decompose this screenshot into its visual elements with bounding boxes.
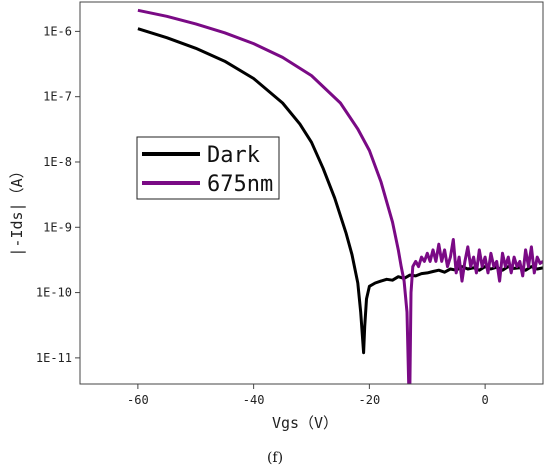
y-tick-label: 1E-7 xyxy=(43,90,72,104)
y-axis: 1E-6 1E-7 1E-8 1E-9 1E-10 1E-11 xyxy=(36,24,80,365)
y-axis-title: |-Ids|（A） xyxy=(8,163,26,256)
legend: Dark 675nm xyxy=(136,136,280,200)
x-axis-title: Vgs（V） xyxy=(272,414,338,432)
y-tick-label: 1E-8 xyxy=(43,155,72,169)
x-tick-label: 0 xyxy=(482,393,489,407)
legend-box xyxy=(136,136,280,200)
x-tick-label: -40 xyxy=(243,393,265,407)
y-tick-label: 1E-9 xyxy=(43,220,72,234)
plot-frame xyxy=(79,1,544,385)
plot-lines xyxy=(137,8,543,384)
y-tick-label: 1E-6 xyxy=(43,24,72,38)
figure-caption: (f) xyxy=(267,450,283,466)
y-tick-label: 1E-11 xyxy=(36,351,72,365)
x-tick-label: -60 xyxy=(127,393,149,407)
x-axis: -60 -40 -20 0 xyxy=(127,384,489,407)
legend-label-dark: Dark xyxy=(207,143,260,168)
legend-label-675nm: 675nm xyxy=(207,172,273,197)
y-tick-label: 1E-10 xyxy=(36,286,72,300)
x-tick-label: -20 xyxy=(359,393,381,407)
series-line-675nm xyxy=(137,8,543,384)
